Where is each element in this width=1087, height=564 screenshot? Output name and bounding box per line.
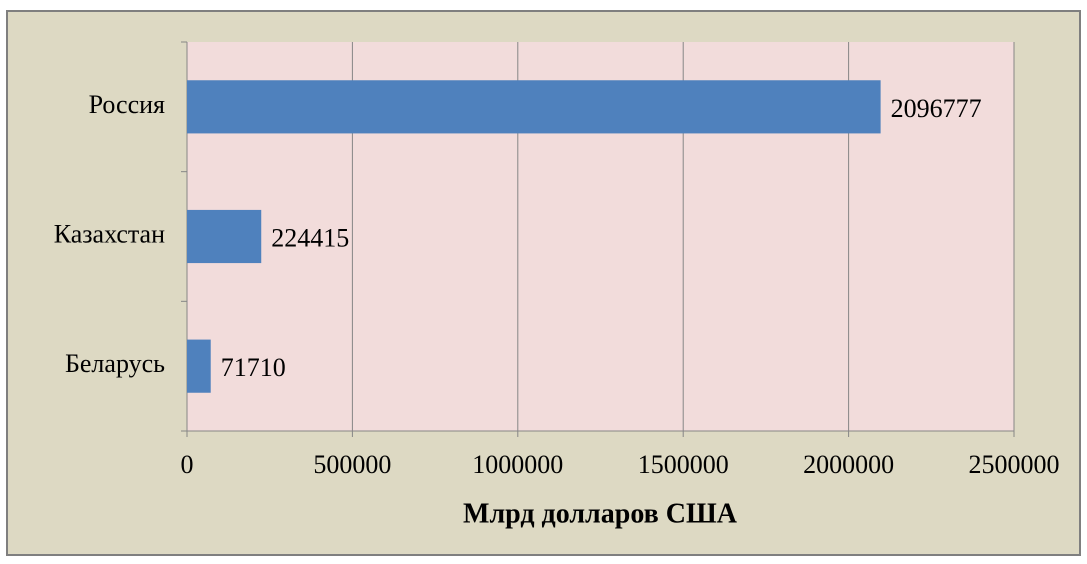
bar: [187, 209, 262, 264]
y-tick-label: Россия: [89, 90, 165, 119]
x-tick-label: 2500000: [969, 450, 1060, 479]
x-tick-label: 500000: [313, 450, 391, 479]
x-tick-label: 1500000: [638, 450, 729, 479]
x-axis-label: Млрд долларов США: [463, 498, 738, 529]
x-tick-label: 0: [181, 450, 194, 479]
bar: [187, 80, 881, 134]
x-tick-label: 1000000: [472, 450, 563, 479]
data-label: 2096777: [891, 94, 982, 123]
data-label: 71710: [221, 353, 286, 382]
data-label: 224415: [271, 223, 349, 252]
y-tick-label: Казахстан: [54, 219, 165, 248]
x-tick-label: 2000000: [803, 450, 894, 479]
bar: [187, 339, 211, 393]
y-tick-label: Беларусь: [65, 349, 165, 378]
